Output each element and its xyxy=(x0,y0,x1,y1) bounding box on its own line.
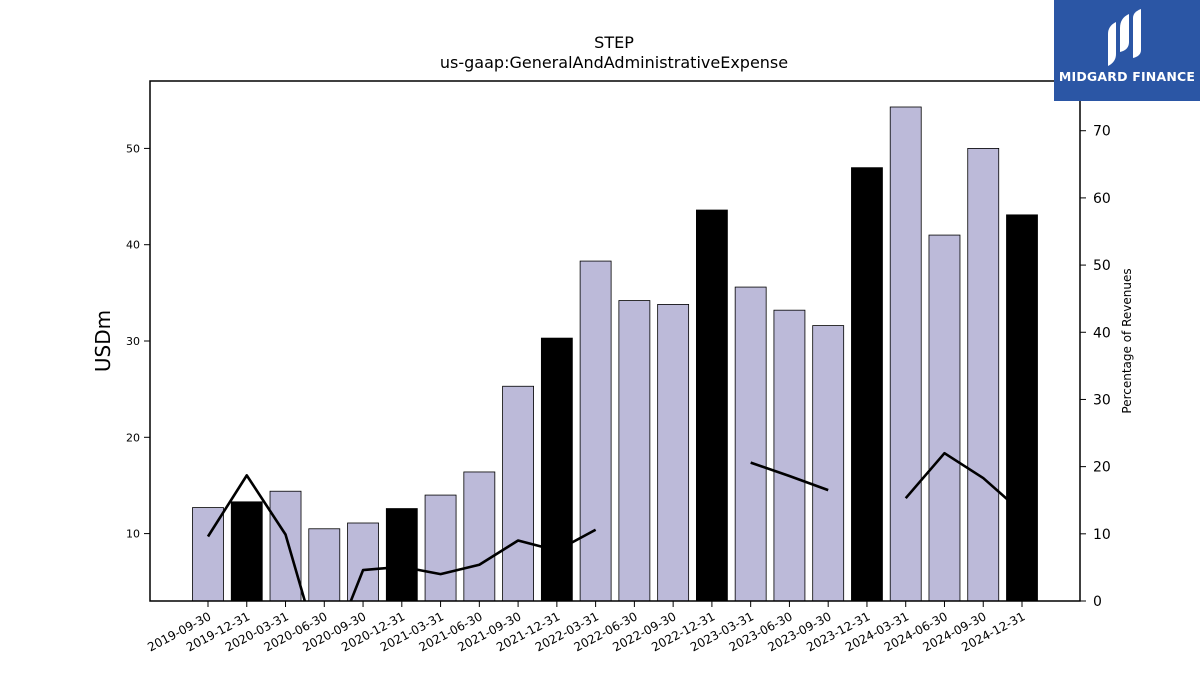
bar-2019-09-30 xyxy=(192,507,224,602)
bar-2019-12-31 xyxy=(230,501,263,602)
y-tick-label: 30 xyxy=(126,335,140,348)
y2-tick-label: 70 xyxy=(1093,124,1111,140)
bar-2022-06-30 xyxy=(618,300,651,602)
y2-tick-label: 10 xyxy=(1093,527,1111,543)
percentage-line-segment-0 xyxy=(206,474,597,601)
brand-logo: MIDGARD FINANCE xyxy=(1054,0,1200,101)
bar-2020-12-31 xyxy=(385,508,418,602)
bar-2024-09-30 xyxy=(967,148,1000,602)
y2-tick-label: 20 xyxy=(1093,460,1111,476)
y-axis-left: 10 20 30 40 50 xyxy=(126,142,150,541)
y-tick-label: 10 xyxy=(126,528,140,541)
y2-tick-label: 30 xyxy=(1093,392,1111,408)
percentage-line-segment-2 xyxy=(904,451,1023,514)
y2-tick-label: 60 xyxy=(1093,191,1111,207)
y-axis-label: USDm xyxy=(91,310,115,372)
bar-2020-09-30 xyxy=(347,522,379,602)
y2-tick-label: 50 xyxy=(1093,258,1111,274)
bar-2020-03-31 xyxy=(269,490,302,602)
y2-tick-label: 0 xyxy=(1093,594,1102,610)
y-tick-label: 20 xyxy=(126,431,140,444)
percentage-line-series xyxy=(206,451,1023,601)
y-tick-label: 40 xyxy=(126,239,140,252)
bar-2023-12-31 xyxy=(851,167,883,602)
bar-2021-03-31 xyxy=(424,494,457,602)
bar-series xyxy=(192,106,1038,602)
bar-2021-12-31 xyxy=(540,337,573,602)
y2-tick-label: 40 xyxy=(1093,325,1111,341)
chart-title: STEP xyxy=(594,33,634,52)
percentage-line-segment-1 xyxy=(750,461,829,492)
bar-2021-06-30 xyxy=(463,471,496,602)
y-tick-label: 50 xyxy=(126,142,140,155)
x-axis: 2019-09-302019-12-312020-03-312020-06-30… xyxy=(145,601,1027,654)
bar-2024-03-31 xyxy=(889,106,922,602)
bar-2021-09-30 xyxy=(502,385,534,602)
bar-2022-12-31 xyxy=(696,209,728,602)
bar-2023-06-30 xyxy=(773,309,806,602)
brand-name: MIDGARD FINANCE xyxy=(1058,69,1196,84)
bar-2022-09-30 xyxy=(657,304,690,602)
y2-axis-label: Percentage of Revenues xyxy=(1120,268,1134,413)
midgard-logo-icon xyxy=(1108,9,1141,66)
y-axis-right: 0 10 20 30 40 50 60 70 xyxy=(1080,124,1111,610)
bar-2024-06-30 xyxy=(928,234,961,602)
bar-2023-03-31 xyxy=(734,286,767,602)
bar-2024-12-31 xyxy=(1006,214,1038,602)
bar-2023-09-30 xyxy=(812,325,845,602)
bar-2022-03-31 xyxy=(579,260,612,602)
bar-2020-06-30 xyxy=(308,528,341,602)
chart-subtitle: us-gaap:GeneralAndAdministrativeExpense xyxy=(440,53,788,72)
